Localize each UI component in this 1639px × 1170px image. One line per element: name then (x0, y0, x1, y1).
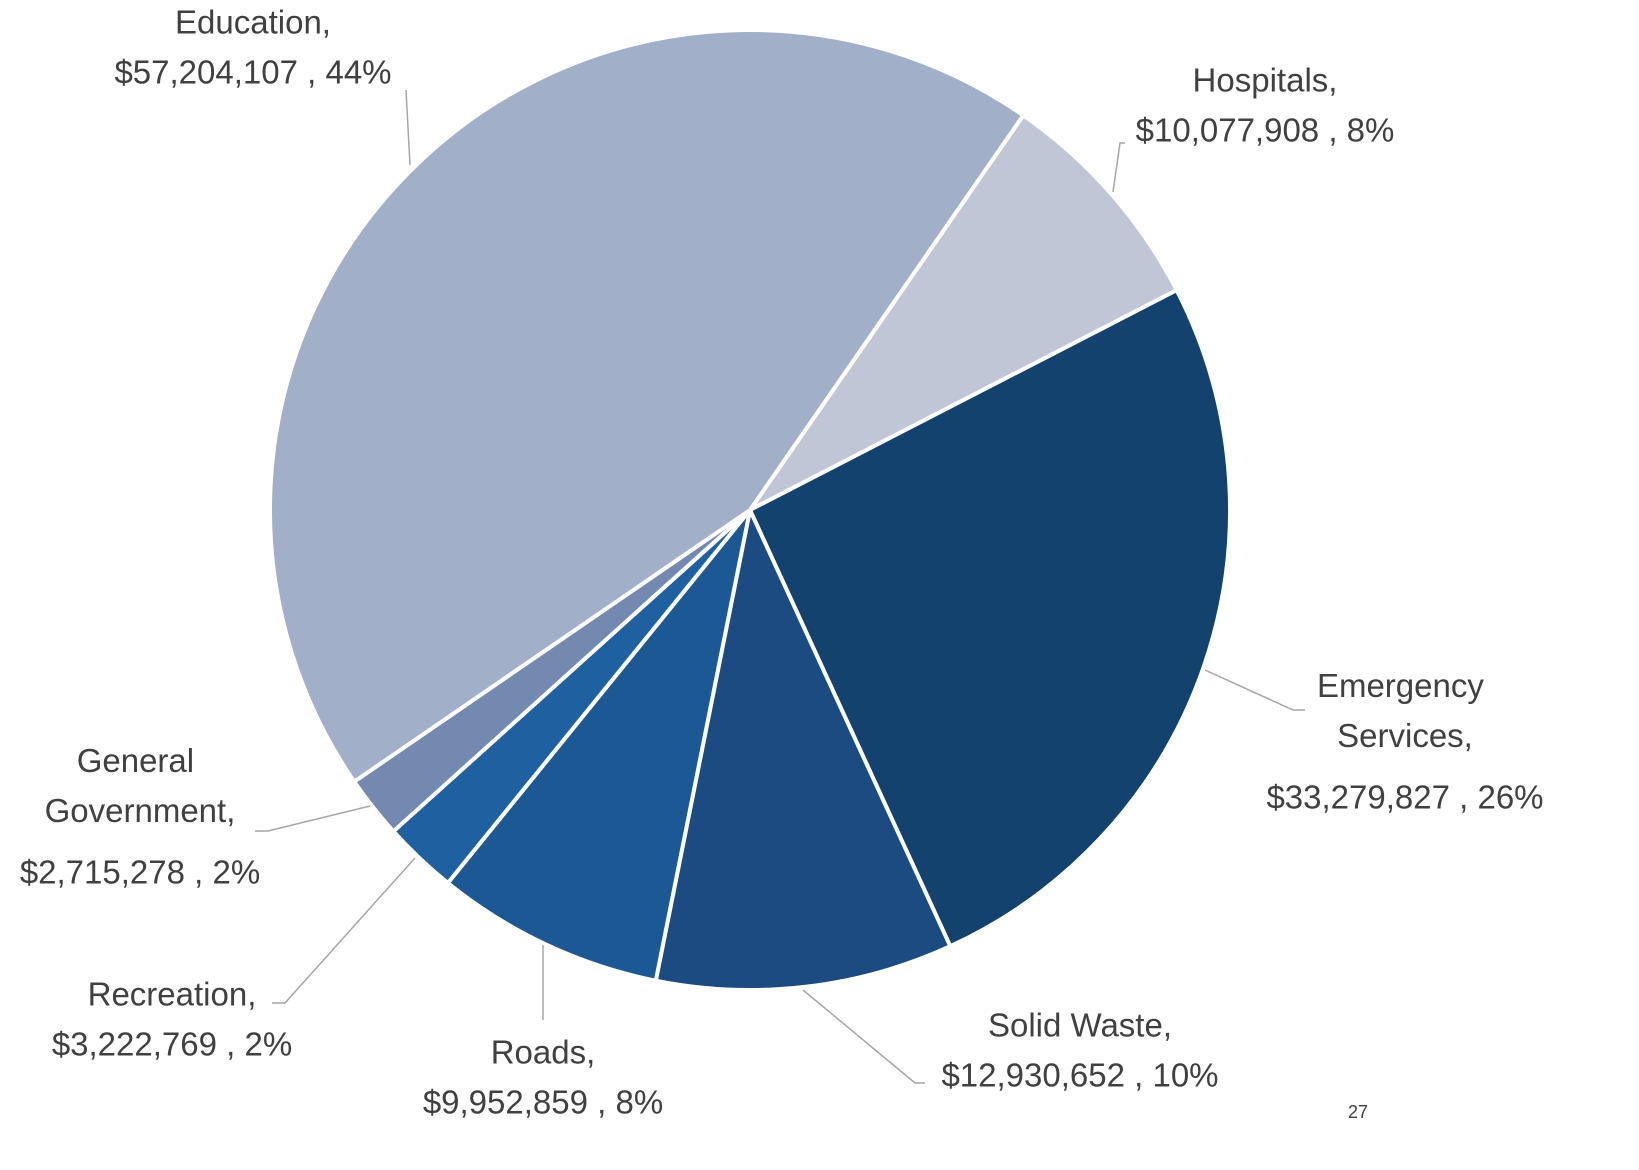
slice-label: General Government, (45, 742, 236, 829)
slice-label: Solid Waste, (988, 1007, 1172, 1044)
leader-line (1204, 669, 1305, 711)
slice-label: Education, (175, 4, 331, 41)
pie-slice (268, 28, 1026, 784)
slice-label: Recreation, (88, 976, 257, 1013)
pie-slice (748, 288, 1232, 949)
pie-slice (445, 508, 752, 983)
pie-slice (653, 508, 953, 992)
leader-line (1112, 142, 1125, 193)
slice-label: Hospitals, (1193, 62, 1338, 99)
leader-line (255, 805, 371, 832)
page-number: 27 (1348, 1102, 1368, 1122)
slice-label: Emergency Services, (1317, 667, 1493, 754)
leader-line (802, 989, 925, 1084)
leader-line (272, 857, 416, 1004)
pie-slice (748, 113, 1179, 512)
slice-label: Roads, (491, 1034, 596, 1071)
leader-line (405, 89, 411, 166)
value-label: $12,930,652 , 10% (941, 1057, 1218, 1094)
value-label: $33,279,827 , 26% (1266, 779, 1543, 816)
value-label: $3,222,769 , 2% (52, 1026, 292, 1063)
value-label: $2,715,278 , 2% (20, 854, 260, 891)
value-label: $57,204,107 , 44% (114, 54, 391, 91)
value-label: $9,952,859 , 8% (423, 1084, 663, 1121)
value-label: $10,077,908 , 8% (1136, 112, 1395, 149)
